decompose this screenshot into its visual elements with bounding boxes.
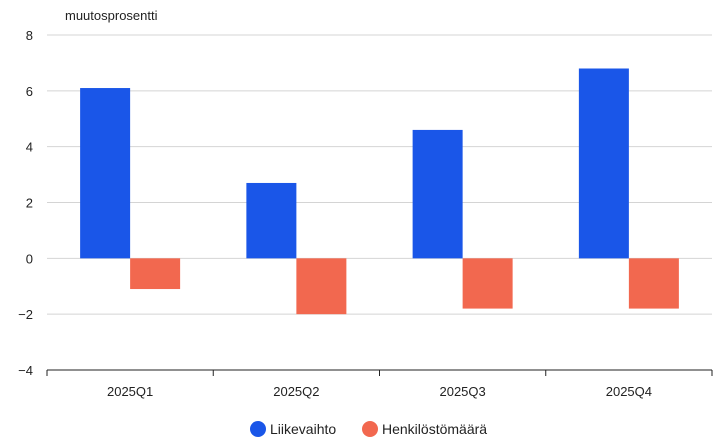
x-tick-label: 2025Q1 bbox=[107, 384, 153, 399]
bar-2025q4-liikevaihto bbox=[579, 69, 629, 259]
bar-2025q1-henkilostomaara bbox=[130, 258, 180, 289]
x-tick-label: 2025Q3 bbox=[439, 384, 485, 399]
y-tick-label: 2 bbox=[26, 196, 33, 211]
y-tick-label: 4 bbox=[26, 140, 33, 155]
legend-label-henkilostomaara: Henkilöstömäärä bbox=[382, 421, 487, 437]
bar-2025q1-liikevaihto bbox=[80, 88, 130, 258]
legend-marker-henkilostomaara bbox=[362, 421, 378, 437]
y-axis-unit-label: muutosprosentti bbox=[65, 8, 158, 23]
y-tick-label: 8 bbox=[26, 28, 33, 43]
bars bbox=[80, 69, 679, 315]
bar-2025q2-henkilostomaara bbox=[296, 258, 346, 314]
bar-2025q4-henkilostomaara bbox=[629, 258, 679, 308]
bar-2025q3-liikevaihto bbox=[413, 130, 463, 258]
y-tick-label: −2 bbox=[18, 307, 33, 322]
bar-2025q2-liikevaihto bbox=[246, 183, 296, 258]
bar-2025q3-henkilostomaara bbox=[463, 258, 513, 308]
x-tick-label: 2025Q4 bbox=[606, 384, 652, 399]
y-tick-label: −4 bbox=[18, 363, 33, 378]
legend: Liikevaihto Henkilöstömäärä bbox=[250, 421, 487, 437]
legend-label-liikevaihto: Liikevaihto bbox=[270, 421, 336, 437]
y-tick-label: 0 bbox=[26, 251, 33, 266]
y-axis-ticks: −4 −2 0 2 4 6 8 bbox=[18, 28, 33, 378]
x-tick-label: 2025Q2 bbox=[273, 384, 319, 399]
y-tick-label: 6 bbox=[26, 84, 33, 99]
x-axis: 2025Q1 2025Q2 2025Q3 2025Q4 bbox=[47, 370, 712, 399]
legend-marker-liikevaihto bbox=[250, 421, 266, 437]
